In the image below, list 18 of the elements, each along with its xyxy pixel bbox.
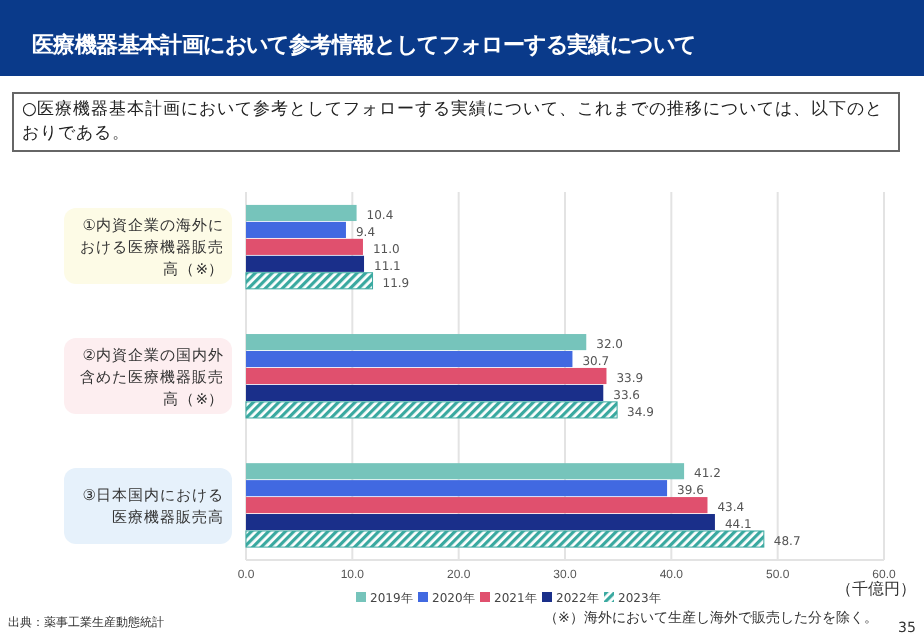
bar [245, 272, 374, 290]
bar [245, 530, 765, 548]
bar [246, 367, 607, 385]
chart-subtitle: ○医療機器基本計画において参考としてフォローする実績について、これまでの推移については、以下のとおりである。 [12, 92, 900, 152]
bar [246, 497, 708, 514]
bar [246, 334, 587, 351]
bar [246, 480, 668, 497]
chart-title: 医療機器基本計画において参考情報としてフォローする実績について [32, 30, 696, 60]
bar [246, 255, 365, 272]
bar [246, 238, 363, 255]
bar [245, 401, 618, 419]
x-axis-title: （千億円） [836, 578, 916, 600]
bar [246, 384, 604, 402]
bar [246, 204, 357, 222]
bar [246, 350, 573, 368]
bar [246, 463, 685, 480]
bar [246, 514, 715, 531]
bar [246, 221, 346, 238]
